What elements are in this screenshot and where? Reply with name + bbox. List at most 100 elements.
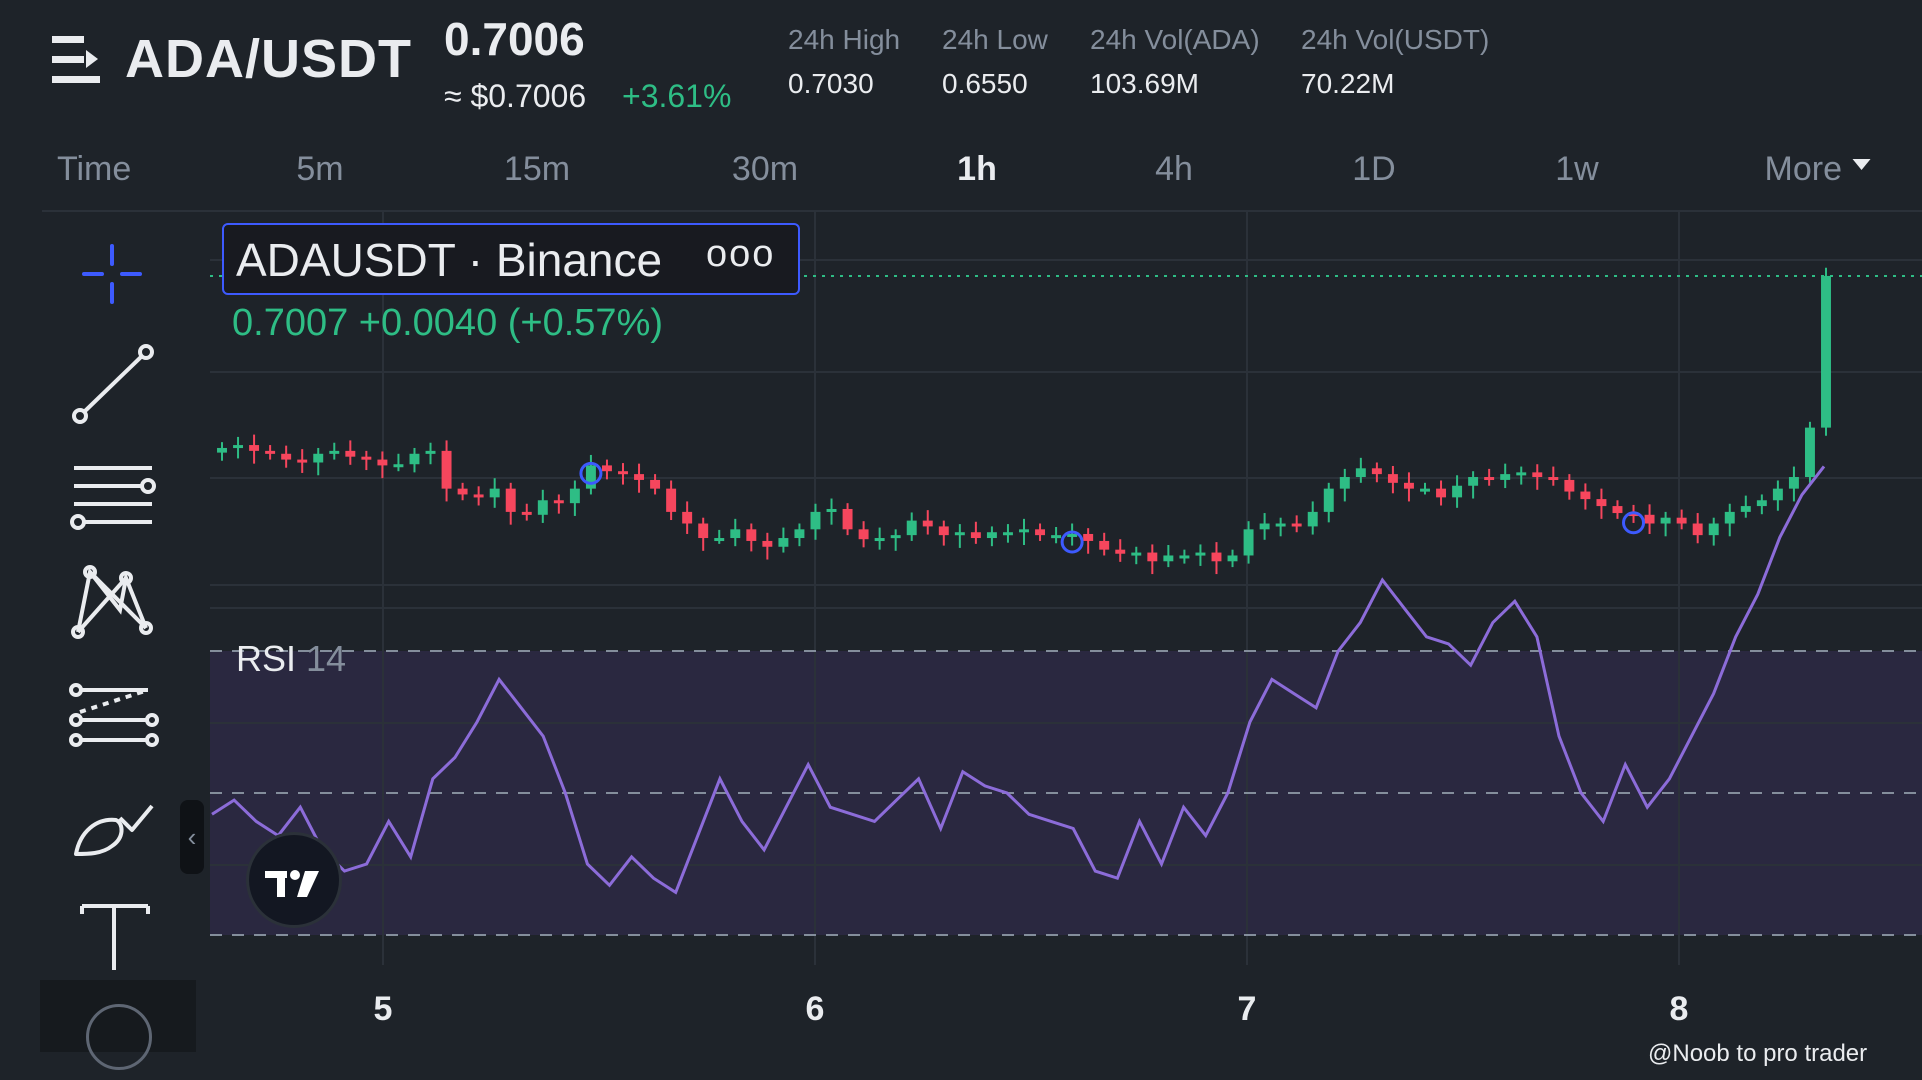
candle-body (361, 456, 372, 460)
tab-more[interactable]: More (1765, 150, 1872, 189)
pattern-tool[interactable] (66, 556, 166, 646)
rsi-band (210, 651, 1922, 935)
candle-body (249, 445, 260, 451)
pattern-icon (71, 565, 153, 639)
candle-body (521, 511, 532, 515)
candle-body (265, 450, 276, 454)
menu-icon[interactable] (52, 36, 102, 84)
change-percent: +3.61% (622, 78, 732, 114)
rsi-label: RSI (236, 638, 297, 679)
candle-body (1339, 477, 1350, 489)
date-label: 6 (805, 990, 825, 1028)
candle-body (682, 511, 693, 524)
candle-body (425, 450, 436, 454)
crosshair-tool[interactable] (66, 232, 166, 322)
candle-body (618, 471, 628, 475)
date-label: 7 (1237, 990, 1257, 1028)
candle-body (1804, 427, 1815, 478)
stat-value-24h-vol-usdt: 70.22M (1301, 68, 1395, 99)
candle-body (1259, 523, 1270, 530)
candle-body (1708, 523, 1719, 536)
candle-body (1147, 552, 1158, 562)
candle-body (1387, 474, 1398, 483)
candle-body (714, 538, 725, 542)
horizontal-lines-tool[interactable] (66, 450, 166, 540)
date-label: 5 (373, 990, 393, 1028)
toolbar-collapse-button[interactable]: ‹ (180, 800, 204, 874)
candle-body (473, 494, 484, 498)
candle-body (297, 459, 308, 463)
candle-body (1291, 523, 1302, 527)
pair-symbol[interactable]: ADA/USDT (125, 29, 412, 89)
tab-more-label: More (1764, 150, 1843, 188)
candle-body (1500, 474, 1511, 480)
timeframe-bar: Time 5m 15m 30m 1h 4h 1D 1w More (0, 150, 1922, 210)
candle-body (666, 488, 677, 512)
candle-body (1660, 517, 1671, 524)
legend-more-icon[interactable]: ooo (706, 233, 776, 275)
candle-body (826, 508, 837, 512)
timeframe-divider (42, 210, 1922, 212)
candle-body (1468, 477, 1479, 486)
tab-30m[interactable]: 30m (731, 150, 799, 188)
stat-value-24h-vol-ada: 103.69M (1090, 68, 1199, 99)
trend-line-tool[interactable] (66, 340, 166, 430)
brush-tool[interactable] (66, 778, 166, 868)
candle-body (1195, 552, 1206, 556)
tab-time[interactable]: Time (57, 150, 132, 188)
candle-body (393, 464, 404, 468)
candle-body (1612, 506, 1623, 514)
stat-value-24h-high: 0.7030 (788, 68, 874, 99)
rsi-length: 14 (306, 638, 347, 679)
stat-value-24h-low: 0.6550 (942, 68, 1028, 99)
candle-body (601, 465, 612, 472)
tab-15m[interactable]: 15m (503, 150, 571, 188)
crosshair-icon (82, 244, 142, 304)
date-label: 8 (1669, 990, 1689, 1028)
legend-symbol: ADAUSDT · Binance (236, 234, 663, 286)
candle-body (489, 488, 500, 498)
last-price: 0.7006 (444, 13, 585, 65)
tab-5m[interactable]: 5m (296, 150, 344, 188)
candle-body (1131, 552, 1142, 556)
candle-body (537, 500, 548, 515)
candle-body (1676, 517, 1687, 524)
tab-1d[interactable]: 1D (1352, 150, 1396, 188)
tab-4h[interactable]: 4h (1155, 150, 1193, 188)
candle-body (1355, 468, 1366, 478)
more-tools-icon[interactable] (86, 1004, 152, 1070)
candle-body (890, 535, 901, 539)
candle-body (730, 529, 741, 539)
candle-body (1628, 513, 1639, 517)
event-marker-icon (1060, 530, 1084, 554)
candle-body (1548, 477, 1559, 481)
symbol-legend-box[interactable] (222, 223, 800, 295)
candle-body (810, 511, 821, 530)
candle-body (986, 532, 997, 539)
candle-body (1323, 488, 1334, 512)
trend-line-icon (72, 344, 154, 424)
candle-body (1516, 472, 1527, 476)
fib-lines-tool[interactable] (66, 668, 166, 758)
candle-body (1163, 555, 1174, 562)
candle-body (505, 488, 516, 512)
candle-body (1821, 275, 1831, 428)
candle-body (906, 520, 917, 536)
horizontal-lines-icon (70, 466, 156, 530)
candle-body (1403, 482, 1414, 489)
candle-body (329, 450, 340, 454)
stat-label-24h-low: 24h Low (942, 24, 1048, 55)
candle-body (1452, 485, 1463, 498)
candle-body (698, 523, 709, 539)
candle-body (1035, 529, 1046, 536)
candle-body (409, 453, 420, 465)
candle-body (1580, 491, 1591, 500)
candle-body (1243, 529, 1254, 556)
candle-body (922, 520, 933, 527)
tab-1w[interactable]: 1w (1555, 150, 1599, 188)
text-tool[interactable] (66, 888, 166, 978)
candle-body (938, 526, 949, 536)
ohlc-readout: 0.7007 +0.0040 (+0.57%) (232, 302, 664, 344)
tab-1h[interactable]: 1h (957, 150, 997, 188)
